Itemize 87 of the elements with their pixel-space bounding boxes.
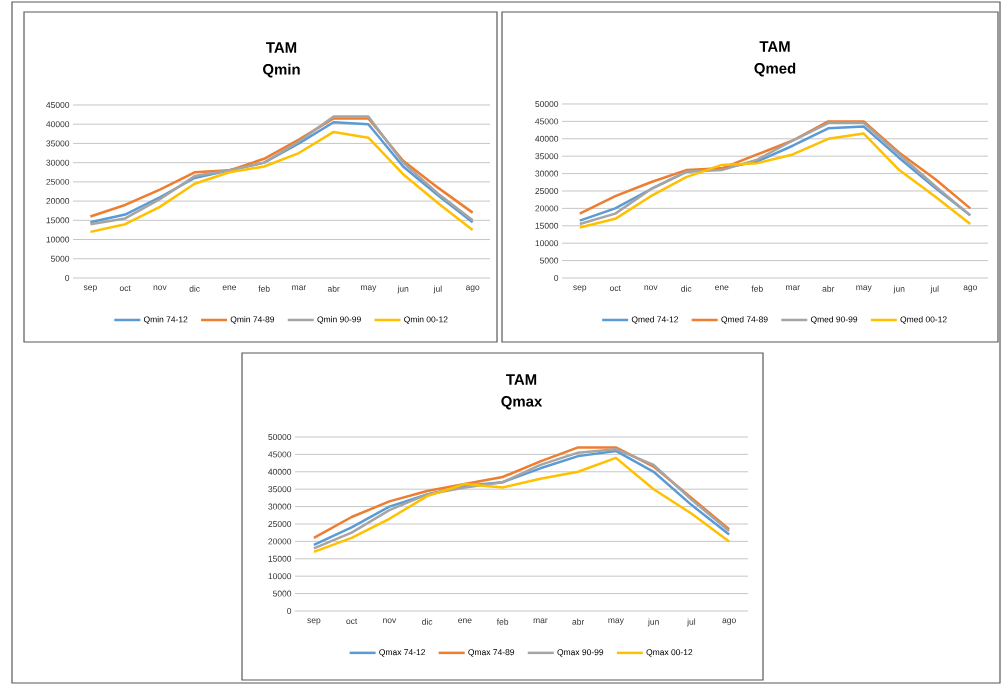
y-tick-label: 30000 [268,503,292,510]
y-tick-label: 25000 [535,187,559,194]
x-tick-label: mar [533,618,548,624]
x-tick-label: abr [327,285,340,292]
x-tick-label: dic [189,285,200,292]
chart-title: TAM [506,374,537,385]
y-tick-label: 10000 [268,573,292,580]
legend-label: Qmax 90-99 [557,649,604,657]
y-tick-label: 40000 [535,135,559,142]
x-tick-label: abr [572,618,585,625]
x-tick-label: ene [222,285,237,291]
chart-subtitle: Qmed [754,62,796,77]
x-tick-label: nov [644,285,658,291]
y-tick-label: 10000 [46,236,70,243]
x-tick-label: nov [153,285,167,291]
y-tick-label: 0 [287,607,292,614]
y-tick-label: 40000 [268,468,292,475]
legend-label: Qmin 00-12 [404,316,448,324]
y-tick-label: 5000 [50,255,70,262]
legend-label: Qmin 90-99 [317,316,361,324]
x-tick-label: jun [397,285,409,294]
x-tick-label: oct [119,285,131,292]
x-tick-label: sep [307,618,321,625]
x-tick-label: ago [722,618,736,625]
x-tick-label: nov [383,618,397,624]
y-tick-label: 50000 [268,433,292,440]
y-tick-label: 35000 [46,140,70,147]
x-tick-label: jun [893,285,905,294]
x-tick-label: feb [496,618,509,625]
chart-subtitle: Qmin [263,63,300,78]
x-tick-label: sep [573,285,587,292]
legend-label: Qmed 90-99 [810,316,858,324]
legend-label: Qmin 74-12 [143,316,188,324]
y-tick-label: 25000 [46,178,70,185]
x-tick-label: mar [786,285,800,291]
y-tick-label: 45000 [268,451,292,458]
y-tick-label: 45000 [535,118,559,125]
y-tick-label: 35000 [268,486,292,493]
x-tick-label: ene [458,618,472,624]
x-tick-label: may [360,285,377,292]
y-tick-label: 35000 [535,153,559,160]
legend-label: Qmed 74-12 [631,316,679,324]
x-tick-label: sep [83,285,97,292]
x-tick-label: ago [465,285,480,292]
y-tick-label: 50000 [535,100,559,107]
x-tick-label: feb [258,285,270,292]
x-tick-label: abr [822,285,835,292]
x-tick-label: ene [715,285,729,291]
x-tick-label: oct [346,618,358,625]
x-tick-label: jun [647,618,659,627]
chart-subtitle: Qmax [501,396,543,410]
legend-label: Qmed 00-12 [900,316,947,324]
x-tick-label: may [856,285,872,292]
y-tick-label: 45000 [46,101,70,108]
y-tick-label: 15000 [535,222,559,229]
x-tick-label: jul [686,618,696,627]
y-tick-label: 40000 [46,121,70,128]
y-tick-label: 25000 [268,520,292,527]
x-tick-label: may [608,618,624,625]
legend-label: Qmed 74-89 [721,316,768,324]
legend-label: Qmax 74-89 [468,649,515,657]
legend-label: Qmin 74-89 [230,316,275,324]
y-tick-label: 5000 [540,257,559,264]
x-tick-label: jul [433,285,442,294]
y-tick-label: 30000 [46,159,70,166]
legend-label: Qmax 74-12 [379,649,425,657]
y-tick-label: 15000 [268,555,292,562]
x-tick-label: oct [609,285,621,292]
chart-title: TAM [266,42,297,53]
y-tick-label: 20000 [535,205,559,212]
y-tick-label: 30000 [535,170,559,177]
line-series [89,130,474,234]
y-tick-label: 20000 [46,198,70,205]
y-tick-label: 0 [554,274,559,281]
x-tick-label: ago [963,285,977,292]
y-tick-label: 0 [65,274,70,281]
x-tick-label: jul [930,285,939,294]
x-tick-label: mar [292,285,307,291]
x-tick-label: feb [751,285,763,292]
chart-title: TAM [759,41,790,52]
y-tick-label: 15000 [46,217,70,224]
x-tick-label: dic [422,618,433,625]
y-tick-label: 5000 [272,590,292,597]
y-tick-label: 20000 [268,538,292,545]
y-tick-label: 10000 [535,240,559,247]
legend-label: Qmax 00-12 [646,649,693,657]
x-tick-label: dic [681,285,692,292]
